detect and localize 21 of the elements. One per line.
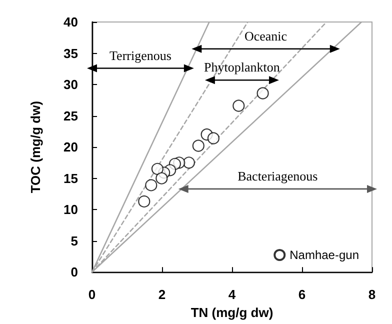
annotation: Bacteriagenous [238, 168, 318, 184]
y-tick-label: 30 [64, 77, 78, 92]
y-tick-label: 0 [70, 264, 78, 280]
annotation: Oceanic [244, 28, 288, 44]
y-tick-label: 35 [64, 46, 78, 61]
y-tick-label: 5 [70, 233, 78, 248]
x-tick-label: 6 [298, 287, 306, 302]
x-tick-label: 4 [228, 287, 236, 302]
x-tick-label: 0 [88, 287, 96, 302]
y-axis-title: TOC (mg/g dw) [28, 100, 43, 194]
y-tick-label: 15 [64, 170, 78, 186]
x-axis-title: TN (mg/g dw) [190, 305, 274, 320]
x-tick-label: 8 [368, 287, 376, 302]
y-tick-label: 10 [64, 202, 78, 218]
y-tick-label: 40 [64, 14, 78, 30]
legend-label: Namhae-gun [290, 248, 359, 262]
y-tick-label: 20 [64, 140, 78, 155]
x-tick-label: 2 [158, 287, 166, 302]
annotation: Phytoplankton [204, 60, 280, 75]
annotation: Terrigenous [110, 48, 172, 63]
y-tick-label: 25 [64, 108, 78, 124]
